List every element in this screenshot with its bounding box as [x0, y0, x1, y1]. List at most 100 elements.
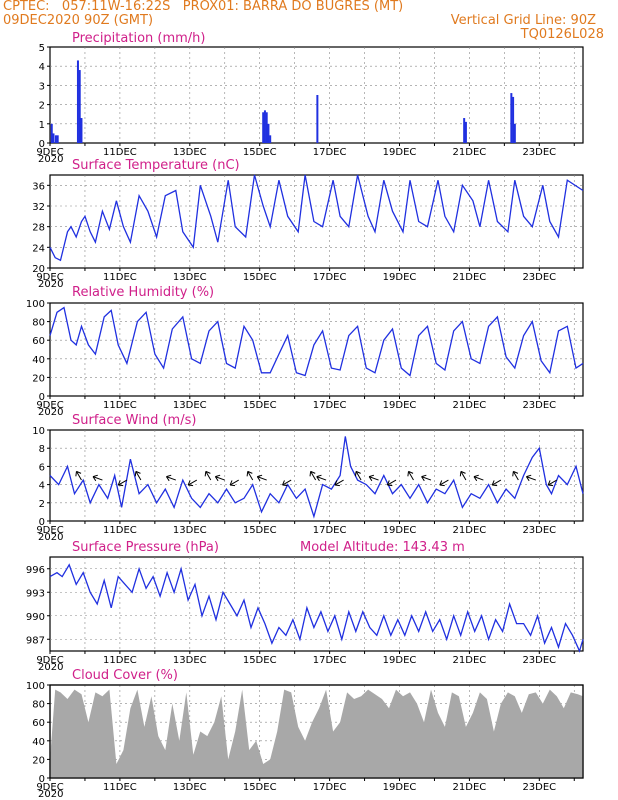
- precip-bar: [78, 70, 81, 143]
- rh-ytick-label: 60: [32, 336, 45, 347]
- precip-bar: [56, 135, 59, 143]
- cloud-frame-top: [49, 684, 584, 779]
- precip-xtick-label: 15DEC: [243, 147, 277, 158]
- wind-arrow: [187, 479, 198, 487]
- precip-bar: [316, 95, 319, 143]
- precip-ytick-label: 4: [39, 62, 45, 73]
- cloud-ytick-label: 80: [32, 700, 45, 711]
- rh-xtick-label: 19DEC: [383, 400, 417, 411]
- precip-year-label: 2020: [38, 154, 63, 165]
- wind-arrow: [439, 479, 449, 487]
- pres-xtick-label: 21DEC: [453, 655, 487, 666]
- precip-xtick-label: 9DEC: [36, 147, 63, 158]
- cloud-ytick-label: 40: [32, 737, 45, 748]
- temp-year-label: 2020: [38, 279, 63, 290]
- cloud-ytick-label: 20: [32, 755, 45, 766]
- rh-xtick-label: 15DEC: [243, 400, 277, 411]
- rh-xtick-label: 9DEC: [36, 400, 63, 411]
- wind-arrow: [547, 479, 558, 487]
- cloud-xtick-label: 15DEC: [243, 782, 277, 793]
- precip-ytick-label: 3: [39, 81, 45, 92]
- precip-bar: [513, 123, 516, 143]
- pres-ytick-label: 990: [26, 612, 45, 623]
- precip-xtick-label: 19DEC: [383, 147, 417, 158]
- model-altitude-label: Model Altitude: 143.43 m: [300, 540, 465, 555]
- cloud-xtick-label: 11DEC: [103, 782, 137, 793]
- precip-bar: [463, 118, 466, 143]
- wind-arrow: [512, 470, 519, 481]
- wind-xtick-label: 11DEC: [103, 525, 137, 536]
- temp-series-line: [49, 174, 584, 262]
- wind-arrow: [204, 470, 212, 481]
- wind-arrow: [282, 479, 292, 487]
- rh-xtick-label: 13DEC: [173, 400, 207, 411]
- cloud-panel: 0 20 40 60 80 100 9DEC 11DEC 13DEC 15DEC 17DEC 19DE…: [26, 668, 584, 800]
- cloud-xtick-label: 21DEC: [453, 782, 487, 793]
- rh-title: Relative Humidity (%): [72, 285, 214, 300]
- precip-xtick-label: 21DEC: [453, 147, 487, 158]
- precip-bar: [80, 118, 83, 143]
- cloud-xtick-label: 9DEC: [36, 782, 63, 793]
- cloud-ytick-label: 100: [26, 681, 45, 692]
- wind-ytick-label: 0: [39, 517, 45, 528]
- precip-panel: 0 1 2 3 4 5 9DEC 11DEC 13DEC 15DEC 17DEC 19DEC 21DEC…: [36, 31, 584, 165]
- rh-ytick-label: 40: [32, 355, 45, 366]
- wind-arrow: [75, 470, 82, 481]
- wind-arrow: [316, 474, 327, 482]
- temp-ytick-label: 24: [32, 243, 45, 254]
- rh-ytick-label: 20: [32, 373, 45, 384]
- wind-arrow: [134, 470, 142, 481]
- precip-bar: [52, 133, 55, 143]
- wind-title: Surface Wind (m/s): [72, 413, 196, 428]
- precip-bar: [76, 60, 79, 143]
- wind-ytick-label: 10: [32, 426, 45, 437]
- rh-frame: [49, 302, 584, 397]
- rh-series-line: [49, 306, 584, 377]
- temp-xtick-label: 9DEC: [36, 272, 63, 283]
- wind-arrow: [229, 479, 239, 487]
- pres-frame: [49, 556, 584, 652]
- rh-ytick-label: 100: [26, 299, 45, 310]
- pres-ytick-label: 993: [26, 588, 45, 599]
- precip-title: Precipitation (mm/h): [72, 31, 205, 46]
- precip-bar: [512, 96, 515, 143]
- wind-xtick-label: 17DEC: [313, 525, 347, 536]
- wind-panel: 0 2 4 6 8 10 9DEC 11DEC 13DEC 15DEC 17DEC 19DEC 21DE…: [32, 413, 584, 543]
- precip-ytick-label: 2: [39, 101, 45, 112]
- wind-arrow: [166, 474, 176, 482]
- pres-year-label: 2020: [38, 662, 63, 673]
- wind-arrow: [309, 470, 317, 481]
- precip-bar: [510, 93, 513, 143]
- precip-ytick-label: 1: [39, 120, 45, 131]
- pres-xtick-label: 9DEC: [36, 655, 63, 666]
- rh-xtick-label: 23DEC: [522, 400, 556, 411]
- cloud-xtick-label: 13DEC: [173, 782, 207, 793]
- precip-bar: [263, 110, 266, 143]
- temp-ytick-label: 28: [32, 223, 45, 234]
- temp-panel: 20 24 28 32 36 9DEC 11DEC 13DEC 15DEC 17DEC 19DEC 2…: [32, 158, 584, 290]
- header-grid-note: Vertical Grid Line: 90Z: [450, 13, 596, 28]
- rh-xtick-label: 11DEC: [103, 400, 137, 411]
- wind-arrow: [256, 474, 267, 482]
- temp-frame: [49, 174, 584, 269]
- precip-bar: [262, 112, 265, 143]
- wind-arrow: [117, 479, 128, 487]
- cloud-xtick-label: 19DEC: [383, 782, 417, 793]
- cloud-title: Cloud Cover (%): [72, 668, 178, 683]
- pres-series-line: [49, 563, 584, 653]
- pres-xtick-label: 23DEC: [522, 655, 556, 666]
- temp-ytick-label: 20: [32, 264, 45, 275]
- pres-ytick-label: 987: [26, 635, 45, 646]
- precip-xtick-label: 17DEC: [313, 147, 347, 158]
- cloud-ytick-label: 0: [39, 774, 45, 785]
- wind-arrow: [246, 470, 254, 481]
- wind-arrow: [421, 474, 432, 482]
- wind-arrow: [526, 474, 536, 482]
- pres-xtick-label: 17DEC: [313, 655, 347, 666]
- wind-arrow: [407, 470, 414, 481]
- rh-ytick-label: 0: [39, 392, 45, 403]
- rh-xtick-label: 21DEC: [453, 400, 487, 411]
- cloud-year-label: 2020: [38, 789, 63, 800]
- precip-ytick-label: 5: [39, 43, 45, 54]
- cloud-xtick-label: 17DEC: [313, 782, 347, 793]
